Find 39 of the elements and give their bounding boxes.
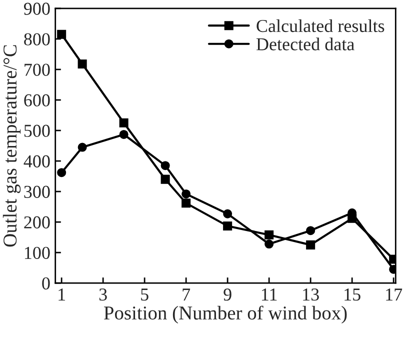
y-tick-label: 100 <box>24 246 50 260</box>
point <box>223 209 232 218</box>
legend-label: Calculated results <box>256 19 384 32</box>
point <box>57 30 66 39</box>
x-tick-label: 17 <box>386 288 402 300</box>
point <box>57 168 66 178</box>
y-tick-label: 900 <box>24 2 50 15</box>
x-tick-label: 13 <box>303 288 319 301</box>
legend-label: Detected data <box>256 38 354 50</box>
point <box>264 230 274 240</box>
y-tick-label: 400 <box>24 155 50 168</box>
y-tick-label: 600 <box>24 94 50 106</box>
x-axis-title: Position (Number of wind box) <box>104 306 347 324</box>
point <box>78 59 87 68</box>
x-tick-label: 9 <box>224 288 232 301</box>
y-tick-label: 300 <box>24 186 50 198</box>
point <box>160 161 170 170</box>
y-tick-label: 0 <box>42 277 50 290</box>
point <box>306 240 316 250</box>
x-tick-label: 3 <box>99 288 107 301</box>
point <box>182 198 191 208</box>
point <box>306 226 316 236</box>
point <box>182 189 191 198</box>
point <box>264 240 274 249</box>
point <box>119 118 128 128</box>
point <box>119 130 128 139</box>
point <box>223 222 232 231</box>
x-tick-label: 11 <box>262 288 277 300</box>
point <box>160 174 170 184</box>
y-tick-label: 800 <box>24 33 50 46</box>
y-tick-label: 500 <box>24 124 50 137</box>
x-tick-label: 7 <box>182 288 190 300</box>
y-tick-label: 700 <box>24 64 50 76</box>
y-axis-title: Outlet gas temperature/°C <box>2 45 21 247</box>
y-tick-label: 200 <box>24 216 50 228</box>
point <box>78 142 87 152</box>
x-tick-label: 1 <box>58 288 66 300</box>
x-tick-label: 15 <box>344 288 360 301</box>
x-tick-label: 5 <box>141 288 148 301</box>
